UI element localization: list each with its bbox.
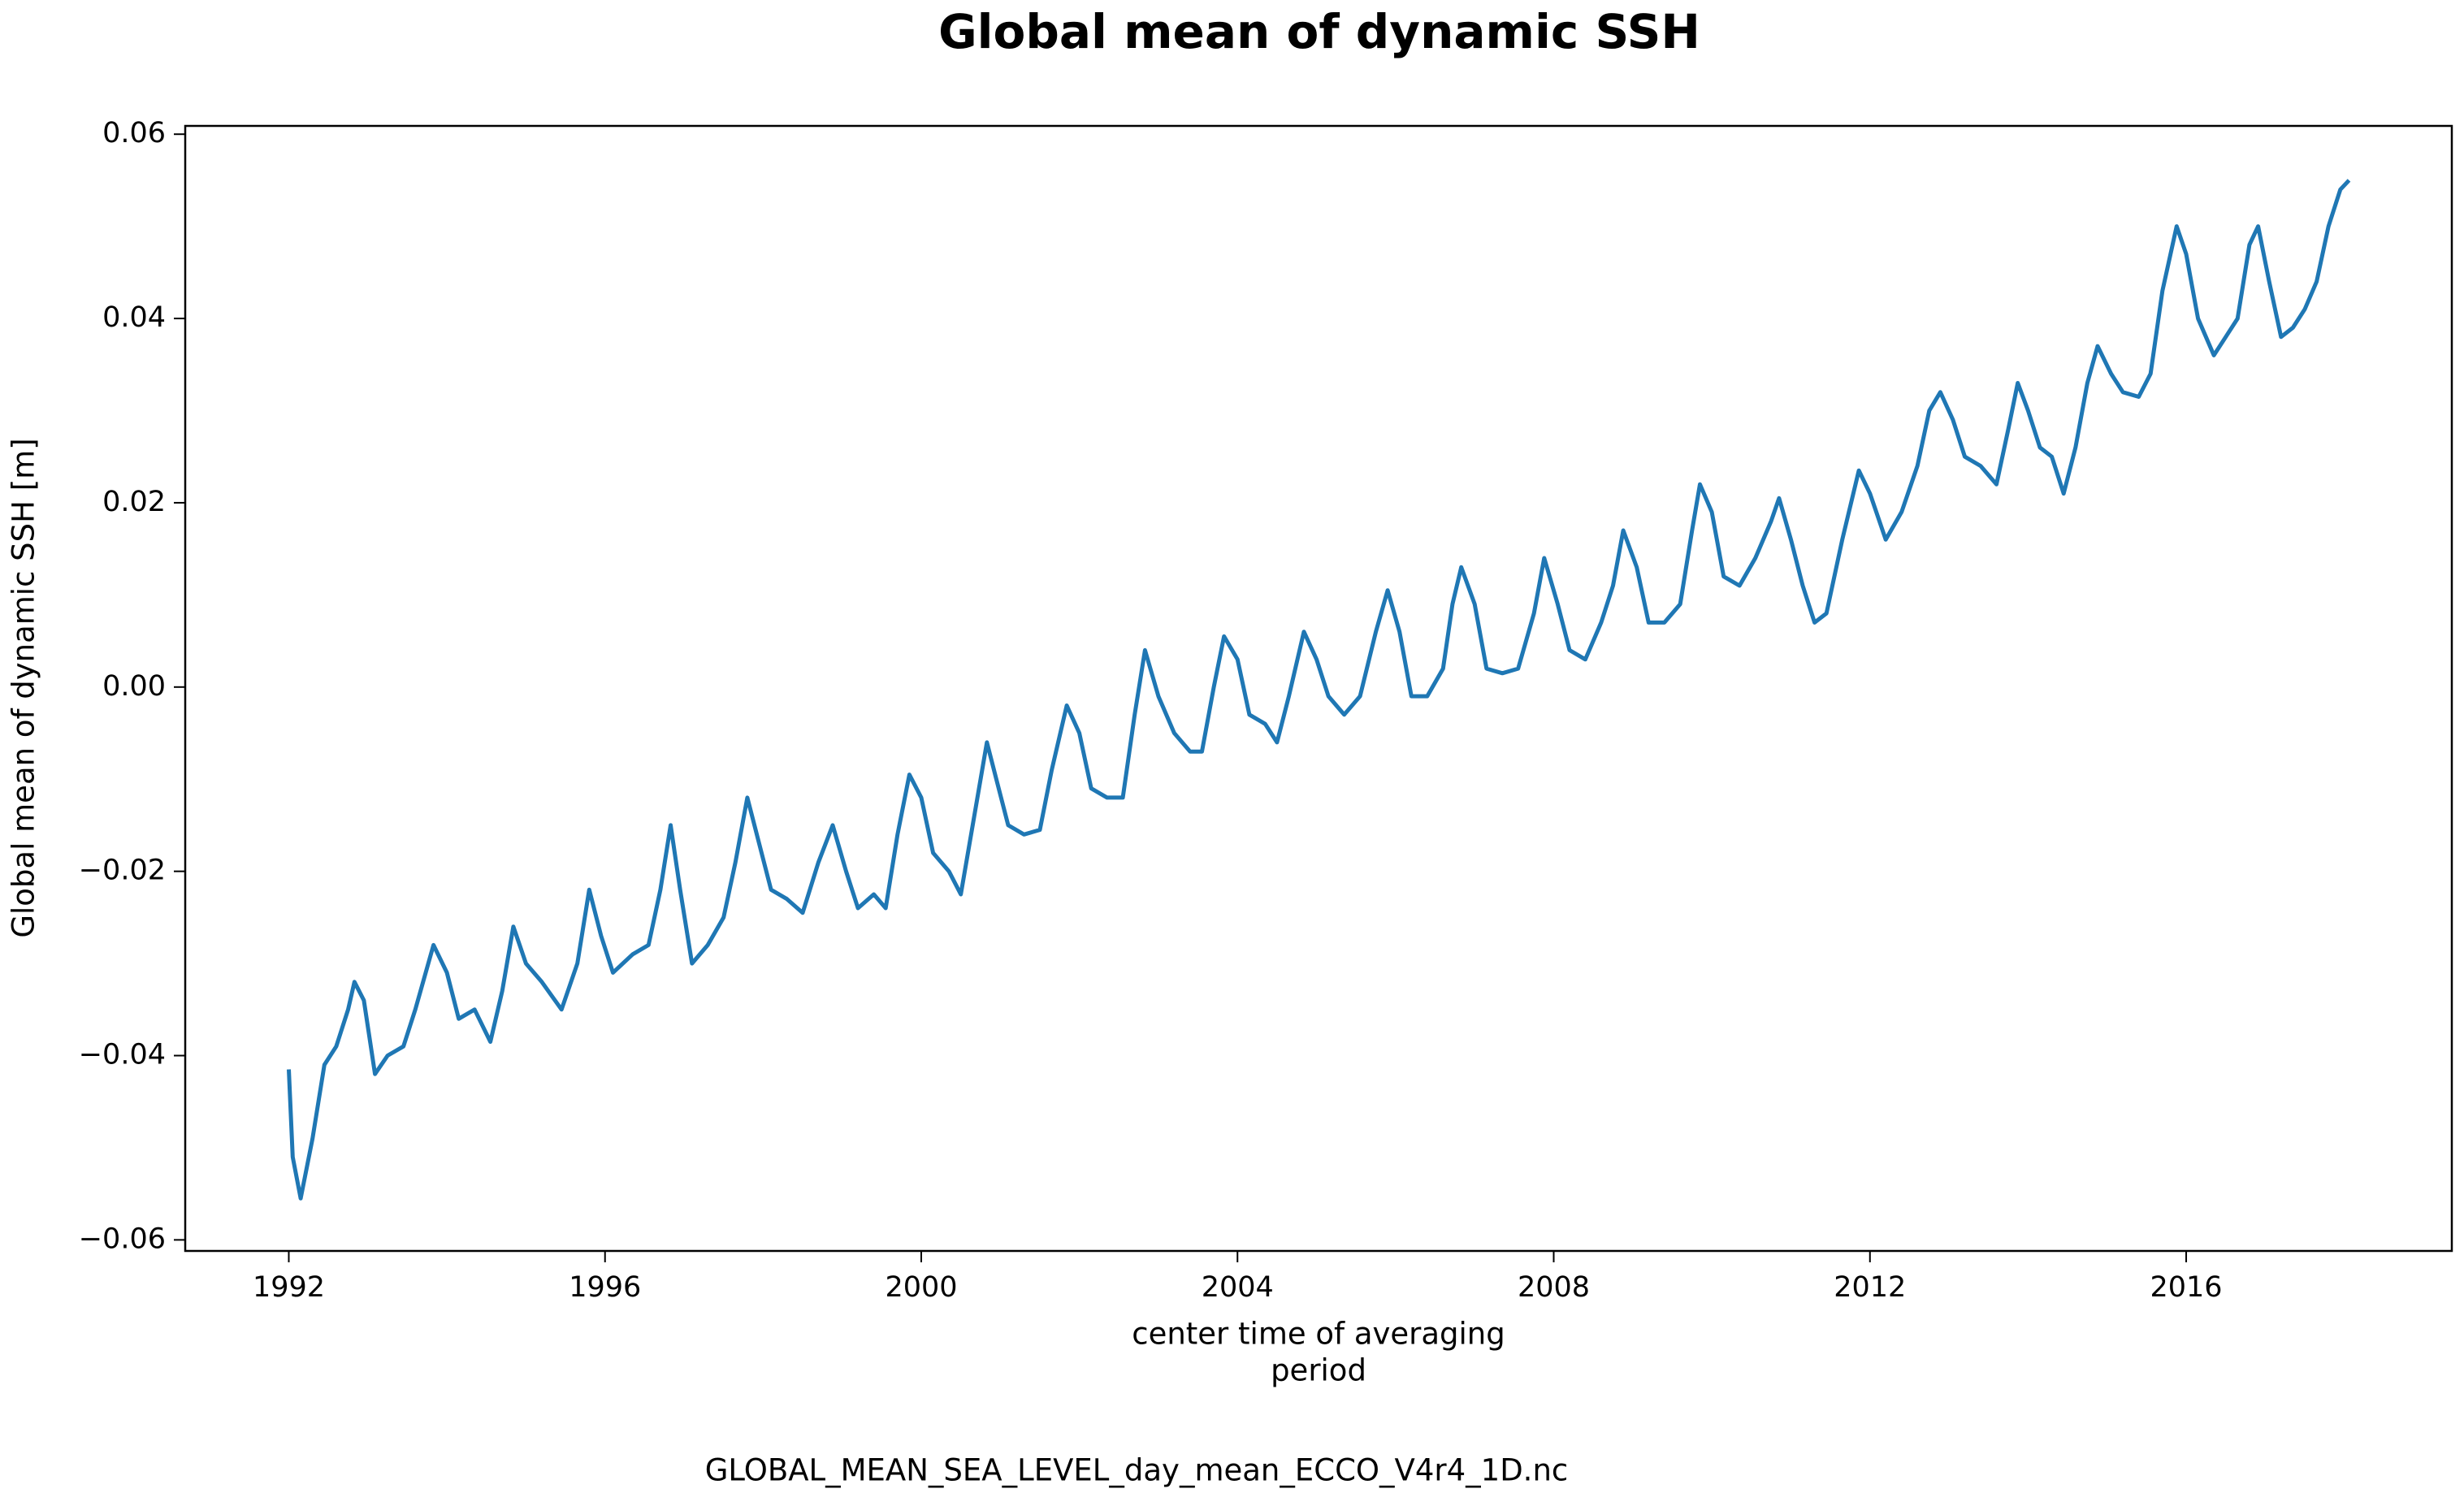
x-axis-label: center time of averaging bbox=[1132, 1317, 1505, 1352]
data-line bbox=[287, 179, 2351, 1201]
x-tick-label: 2000 bbox=[885, 1271, 957, 1304]
x-tick-label: 2012 bbox=[1834, 1271, 1906, 1304]
plot-frame bbox=[184, 124, 2453, 1253]
x-tick-label: 2008 bbox=[1518, 1271, 1590, 1304]
y-tick-label: 0.02 bbox=[102, 486, 166, 518]
x-tick-label: 1996 bbox=[569, 1271, 641, 1304]
y-tick-label: −0.02 bbox=[79, 855, 166, 887]
y-tick-label: 0.00 bbox=[102, 670, 166, 703]
y-tick-label: −0.04 bbox=[79, 1039, 166, 1071]
y-axis-label: Global mean of dynamic SSH [m] bbox=[6, 438, 41, 937]
y-tick-label: 0.04 bbox=[102, 301, 166, 334]
x-tick-label: 1992 bbox=[253, 1271, 325, 1304]
x-tick-label: 2016 bbox=[2150, 1271, 2222, 1304]
y-tick-label: 0.06 bbox=[102, 117, 166, 149]
x-tick-label: 2004 bbox=[1202, 1271, 1274, 1304]
x-axis-label: period bbox=[1271, 1353, 1366, 1388]
footnote: GLOBAL_MEAN_SEA_LEVEL_day_mean_ECCO_V4r4… bbox=[705, 1453, 1569, 1488]
chart-title: Global mean of dynamic SSH bbox=[938, 4, 1700, 59]
y-tick-label: −0.06 bbox=[79, 1223, 166, 1255]
